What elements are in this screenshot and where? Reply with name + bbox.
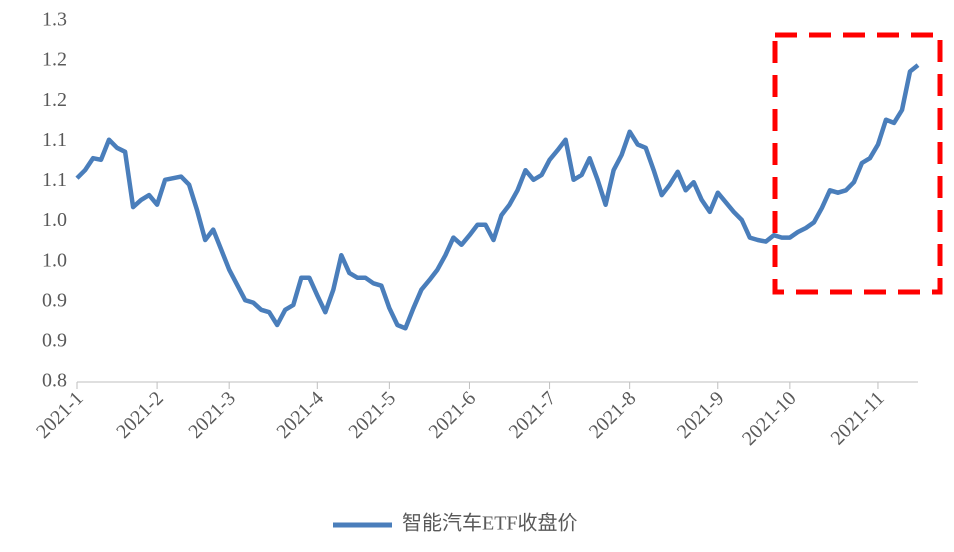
x-tick-label: 2021-7 bbox=[505, 387, 561, 443]
x-tick-label: 2021-8 bbox=[585, 387, 641, 443]
line-series bbox=[75, 63, 920, 331]
y-tick-label: 1.2 bbox=[42, 89, 67, 111]
y-tick-label: 0.8 bbox=[42, 370, 67, 392]
x-tick-label: 2021-11 bbox=[827, 387, 889, 449]
x-tick-label: 2021-2 bbox=[112, 387, 168, 443]
x-tick-label: 2021-3 bbox=[184, 387, 240, 443]
x-tick-label: 2021-10 bbox=[738, 387, 801, 450]
y-tick-label: 1.0 bbox=[42, 249, 67, 271]
y-tick-label: 1.0 bbox=[42, 209, 67, 231]
y-tick-label: 0.9 bbox=[42, 329, 67, 351]
y-tick-label: 1.1 bbox=[42, 169, 67, 191]
y-tick-label: 1.2 bbox=[42, 49, 67, 71]
y-tick-label: 1.3 bbox=[42, 9, 67, 31]
x-tick-label: 2021-5 bbox=[345, 387, 401, 443]
y-tick-label: 1.1 bbox=[42, 129, 67, 151]
x-tick-label: 2021-4 bbox=[272, 387, 328, 443]
x-tick-label: 2021-6 bbox=[425, 387, 481, 443]
legend-label: 智能汽车ETF收盘价 bbox=[402, 512, 578, 535]
x-tick-label: 2021-1 bbox=[32, 387, 88, 443]
y-tick-label: 0.9 bbox=[42, 289, 67, 311]
highlight-box bbox=[772, 32, 943, 295]
x-tick-label: 2021-9 bbox=[673, 387, 729, 443]
